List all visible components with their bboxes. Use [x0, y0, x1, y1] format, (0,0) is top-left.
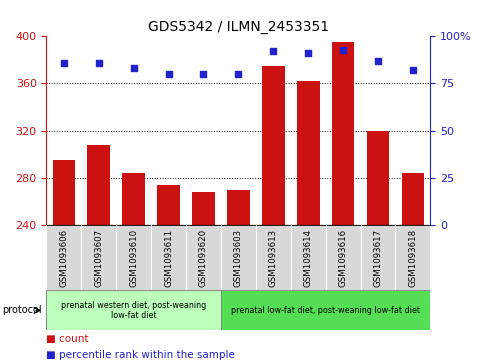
Bar: [226, 189, 249, 225]
Text: GSM1093618: GSM1093618: [407, 229, 417, 287]
Point: [304, 50, 311, 56]
Point: [373, 58, 381, 64]
Bar: [46, 290, 221, 330]
Text: GSM1093620: GSM1093620: [199, 229, 207, 287]
Bar: [262, 66, 284, 225]
Text: GSM1093606: GSM1093606: [59, 229, 68, 287]
Point: [199, 71, 207, 77]
Point: [95, 60, 102, 66]
Point: [269, 49, 277, 54]
Text: ■ count: ■ count: [46, 334, 89, 344]
Text: prenatal low-fat diet, post-weaning low-fat diet: prenatal low-fat diet, post-weaning low-…: [231, 306, 419, 315]
Text: GSM1093613: GSM1093613: [268, 229, 277, 287]
Text: ■ percentile rank within the sample: ■ percentile rank within the sample: [46, 350, 235, 360]
Bar: [366, 131, 388, 225]
Point: [339, 46, 346, 52]
Point: [234, 71, 242, 77]
Bar: [221, 290, 429, 330]
Text: GSM1093611: GSM1093611: [164, 229, 173, 287]
Point: [129, 65, 137, 71]
Bar: [52, 160, 75, 225]
Text: GSM1093616: GSM1093616: [338, 229, 347, 287]
Point: [408, 68, 416, 73]
Text: prenatal western diet, post-weaning
low-fat diet: prenatal western diet, post-weaning low-…: [61, 301, 206, 320]
Bar: [87, 145, 110, 225]
Bar: [157, 185, 180, 225]
Text: GSM1093603: GSM1093603: [233, 229, 243, 287]
Bar: [331, 42, 354, 225]
Bar: [296, 81, 319, 225]
Text: GSM1093610: GSM1093610: [129, 229, 138, 287]
Text: GSM1093614: GSM1093614: [303, 229, 312, 287]
Bar: [401, 173, 424, 225]
Point: [60, 60, 68, 66]
Text: protocol: protocol: [2, 305, 42, 315]
Text: GSM1093617: GSM1093617: [373, 229, 382, 287]
Point: [164, 71, 172, 77]
Title: GDS5342 / ILMN_2453351: GDS5342 / ILMN_2453351: [147, 20, 328, 34]
Bar: [122, 173, 145, 225]
Text: GSM1093607: GSM1093607: [94, 229, 103, 287]
Bar: [192, 192, 214, 225]
